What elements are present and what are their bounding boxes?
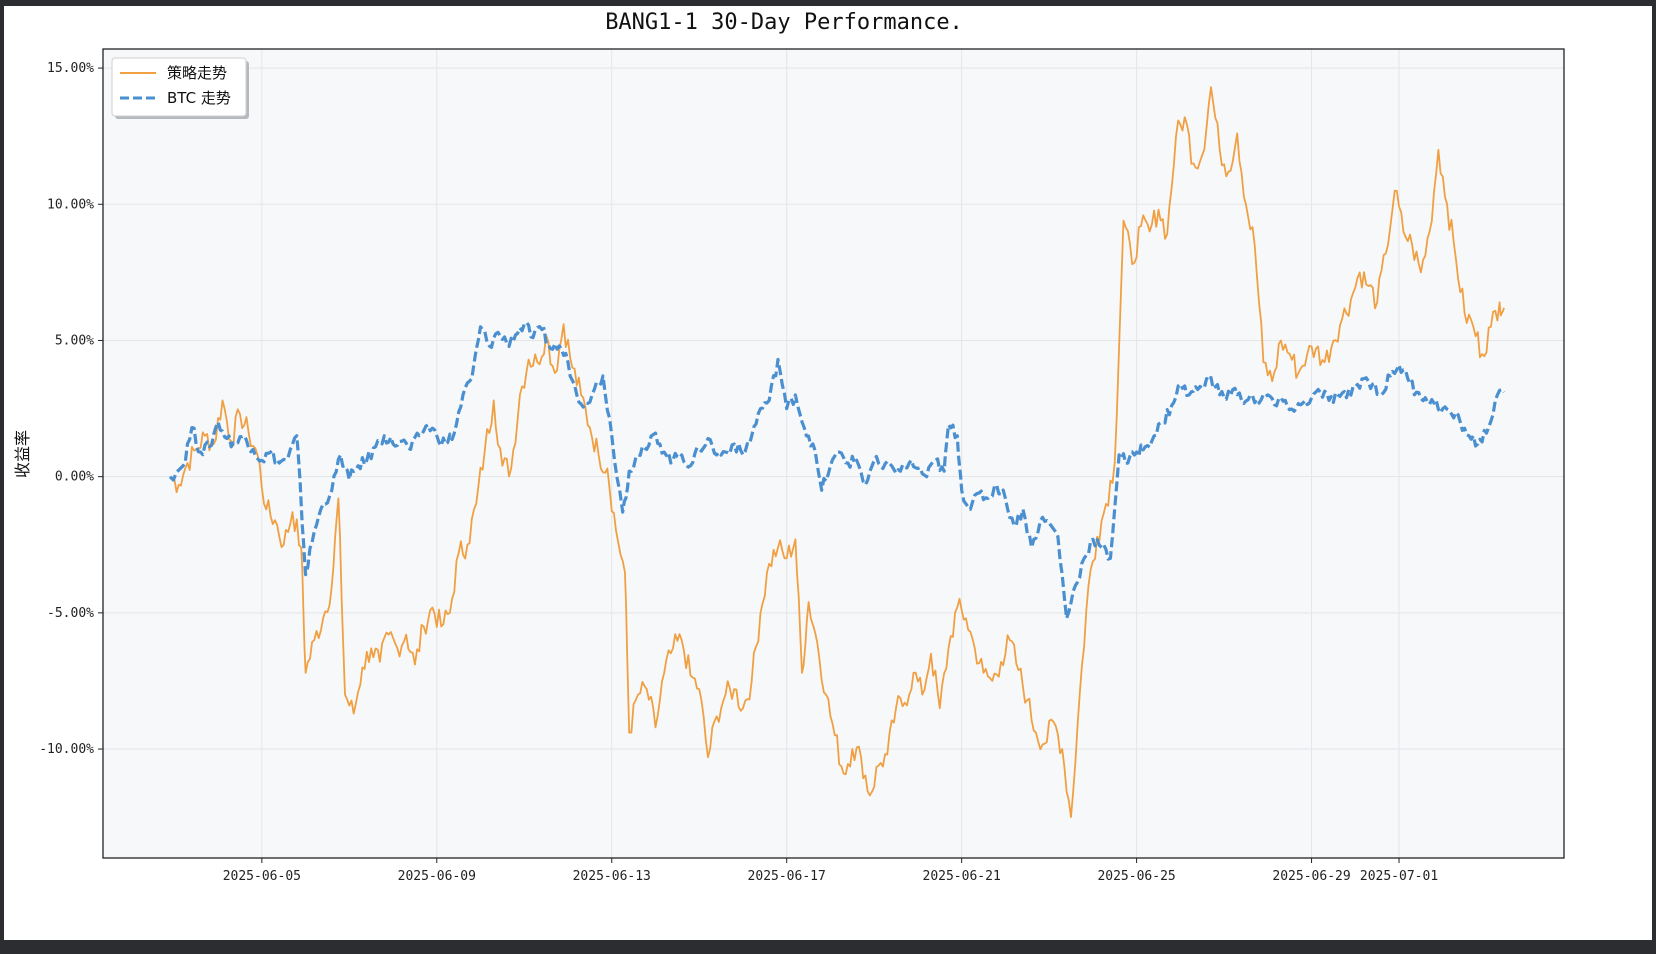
series-lines [168, 86, 1506, 818]
y-tick-label: 5.00% [55, 333, 94, 348]
y-tick-label: -10.00% [39, 742, 94, 757]
line-chart: 15.00% 10.00% 5.00% 0.00% -5.00% -10.00% 2025… [4, 6, 1652, 940]
x-tick-label: 2025-06-25 [1097, 869, 1175, 884]
legend: 策略走势 BTC 走势 [111, 57, 249, 119]
plot-frame [102, 48, 1565, 859]
y-tick-label: 10.00% [47, 197, 94, 212]
legend-label-strategy: 策略走势 [167, 64, 227, 82]
x-tick-label: 2025-07-01 [1360, 869, 1438, 884]
x-axis: 2025-06-05 2025-06-09 2025-06-13 2025-06-17… [223, 858, 1438, 884]
grid-lines [103, 49, 1564, 858]
y-tick-label: 15.00% [47, 61, 94, 76]
y-axis: 15.00% 10.00% 5.00% 0.00% -5.00% -10.00% [39, 61, 103, 757]
x-tick-label: 2025-06-29 [1272, 869, 1350, 884]
x-tick-label: 2025-06-17 [748, 869, 826, 884]
x-tick-label: 2025-06-09 [398, 869, 476, 884]
x-tick-label: 2025-06-21 [923, 869, 1001, 884]
legend-label-btc: BTC 走势 [167, 89, 231, 107]
chart-figure: 15.00% 10.00% 5.00% 0.00% -5.00% -10.00% 2025… [4, 6, 1652, 940]
series-line-btc [168, 320, 1506, 620]
plot-area [103, 49, 1564, 858]
y-tick-label: -5.00% [47, 606, 94, 621]
series-line-strategy [169, 86, 1505, 818]
x-tick-label: 2025-06-13 [573, 869, 651, 884]
y-axis-label: 收益率 [13, 430, 32, 478]
y-tick-label: 0.00% [55, 470, 94, 485]
chart-title: BANG1-1 30-Day Performance. [605, 10, 963, 35]
x-tick-label: 2025-06-05 [223, 869, 301, 884]
